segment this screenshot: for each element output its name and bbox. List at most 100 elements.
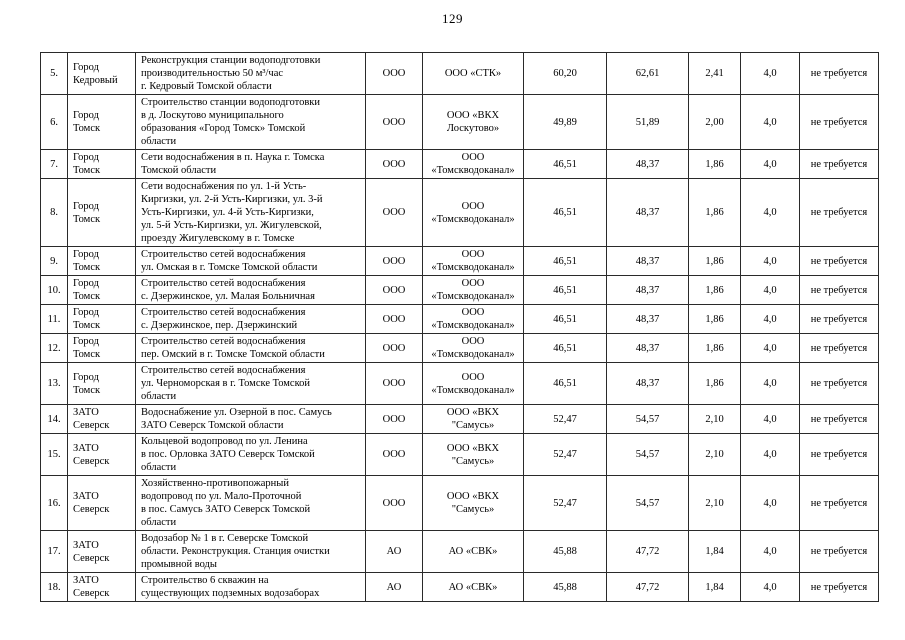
tariff-growth-cell: 1,86 [688, 333, 741, 363]
table-row: 12. Город Томск Строительство сетей водосн… [40, 333, 879, 363]
municipality-cell: Город Томск [67, 149, 136, 179]
organization-cell: ООО «Томскводоканал» [422, 178, 524, 247]
organization-cell: ООО «Томскводоканал» [422, 304, 524, 334]
municipality-cell: ЗАТО Северск [67, 475, 136, 531]
project-description-cell: Реконструкция станции водоподготовки про… [135, 52, 366, 95]
table-row: 10. Город Томск Строительство сетей водосн… [40, 275, 879, 305]
growth-percent-cell: 4,0 [740, 572, 800, 602]
table-row: 5. Город Кедровый Реконструкция станции во… [40, 52, 879, 95]
note-cell: не требуется [799, 572, 879, 602]
note-cell: не требуется [799, 362, 879, 405]
org-form-cell: ООО [365, 433, 423, 476]
row-number-cell: 9. [40, 246, 68, 276]
table-row: 16. ЗАТО Северск Хозяйственно-противопожар… [40, 475, 879, 531]
note-cell: не требуется [799, 52, 879, 95]
tariff-growth-cell: 2,10 [688, 475, 741, 531]
tariff-new-cell: 48,37 [606, 178, 689, 247]
organization-cell: АО «СВК» [422, 530, 524, 573]
tariff-current-cell: 49,89 [523, 94, 607, 150]
project-description-cell: Хозяйственно-противопожарный водопровод … [135, 475, 366, 531]
organization-cell: ООО «Томскводоканал» [422, 246, 524, 276]
tariff-growth-cell: 1,86 [688, 149, 741, 179]
tariff-current-cell: 46,51 [523, 149, 607, 179]
growth-percent-cell: 4,0 [740, 362, 800, 405]
org-form-cell: ООО [365, 52, 423, 95]
tariff-growth-cell: 2,00 [688, 94, 741, 150]
tariff-growth-cell: 1,84 [688, 572, 741, 602]
tariff-growth-cell: 1,86 [688, 178, 741, 247]
row-number-cell: 7. [40, 149, 68, 179]
table-row: 11. Город Томск Строительство сетей водосн… [40, 304, 879, 334]
tariff-current-cell: 52,47 [523, 475, 607, 531]
municipality-cell: ЗАТО Северск [67, 433, 136, 476]
project-description-cell: Кольцевой водопровод по ул. Ленина в пос… [135, 433, 366, 476]
table-row: 9. Город Томск Строительство сетей водосна… [40, 246, 879, 276]
row-number-cell: 16. [40, 475, 68, 531]
org-form-cell: ООО [365, 275, 423, 305]
growth-percent-cell: 4,0 [740, 530, 800, 573]
project-description-cell: Сети водоснабжения по ул. 1-й Усть- Кирг… [135, 178, 366, 247]
org-form-cell: ООО [365, 475, 423, 531]
tariff-new-cell: 47,72 [606, 530, 689, 573]
org-form-cell: ООО [365, 94, 423, 150]
tariff-growth-cell: 2,10 [688, 433, 741, 476]
tariff-current-cell: 45,88 [523, 572, 607, 602]
table-row: 8. Город Томск Сети водоснабжения по ул. 1… [40, 178, 879, 247]
row-number-cell: 17. [40, 530, 68, 573]
tariff-new-cell: 54,57 [606, 475, 689, 531]
org-form-cell: АО [365, 530, 423, 573]
growth-percent-cell: 4,0 [740, 404, 800, 434]
row-number-cell: 5. [40, 52, 68, 95]
tariff-growth-cell: 2,41 [688, 52, 741, 95]
row-number-cell: 12. [40, 333, 68, 363]
table-row: 13. Город Томск Строительство сетей водосн… [40, 362, 879, 405]
organization-cell: ООО «Томскводоканал» [422, 149, 524, 179]
note-cell: не требуется [799, 178, 879, 247]
project-description-cell: Строительство 6 скважин на существующих … [135, 572, 366, 602]
organization-cell: ООО «Томскводоканал» [422, 275, 524, 305]
growth-percent-cell: 4,0 [740, 275, 800, 305]
tariff-new-cell: 48,37 [606, 275, 689, 305]
org-form-cell: ООО [365, 304, 423, 334]
org-form-cell: АО [365, 572, 423, 602]
organization-cell: АО «СВК» [422, 572, 524, 602]
growth-percent-cell: 4,0 [740, 304, 800, 334]
project-description-cell: Строительство сетей водоснабжения с. Дзе… [135, 304, 366, 334]
project-description-cell: Водозабор № 1 в г. Северске Томской обла… [135, 530, 366, 573]
table-body: 5. Город Кедровый Реконструкция станции во… [40, 52, 879, 602]
table-row: 14. ЗАТО Северск Водоснабжение ул. Озерной… [40, 404, 879, 434]
tariff-new-cell: 48,37 [606, 304, 689, 334]
growth-percent-cell: 4,0 [740, 475, 800, 531]
project-description-cell: Строительство станции водоподготовки в д… [135, 94, 366, 150]
table-row: 17. ЗАТО Северск Водозабор № 1 в г. Северс… [40, 530, 879, 573]
organization-cell: ООО «ВКХ "Самусь» [422, 433, 524, 476]
municipality-cell: Город Томск [67, 246, 136, 276]
org-form-cell: ООО [365, 246, 423, 276]
note-cell: не требуется [799, 333, 879, 363]
project-description-cell: Строительство сетей водоснабжения ул. Че… [135, 362, 366, 405]
municipality-cell: ЗАТО Северск [67, 530, 136, 573]
organization-cell: ООО «Томскводоканал» [422, 333, 524, 363]
growth-percent-cell: 4,0 [740, 149, 800, 179]
row-number-cell: 11. [40, 304, 68, 334]
project-description-cell: Строительство сетей водоснабжения ул. Ом… [135, 246, 366, 276]
tariff-new-cell: 48,37 [606, 362, 689, 405]
tariff-new-cell: 51,89 [606, 94, 689, 150]
tariff-growth-cell: 1,86 [688, 362, 741, 405]
org-form-cell: ООО [365, 178, 423, 247]
organization-cell: ООО «ВКХ "Самусь» [422, 404, 524, 434]
page-number: 129 [442, 11, 463, 26]
tariff-current-cell: 46,51 [523, 275, 607, 305]
tariff-new-cell: 54,57 [606, 404, 689, 434]
tariff-new-cell: 62,61 [606, 52, 689, 95]
tariff-new-cell: 47,72 [606, 572, 689, 602]
row-number-cell: 8. [40, 178, 68, 247]
municipality-cell: Город Томск [67, 362, 136, 405]
municipality-cell: Город Томск [67, 94, 136, 150]
tariff-current-cell: 46,51 [523, 246, 607, 276]
tariff-current-cell: 52,47 [523, 404, 607, 434]
note-cell: не требуется [799, 530, 879, 573]
note-cell: не требуется [799, 275, 879, 305]
municipality-cell: Город Кедровый [67, 52, 136, 95]
org-form-cell: ООО [365, 333, 423, 363]
